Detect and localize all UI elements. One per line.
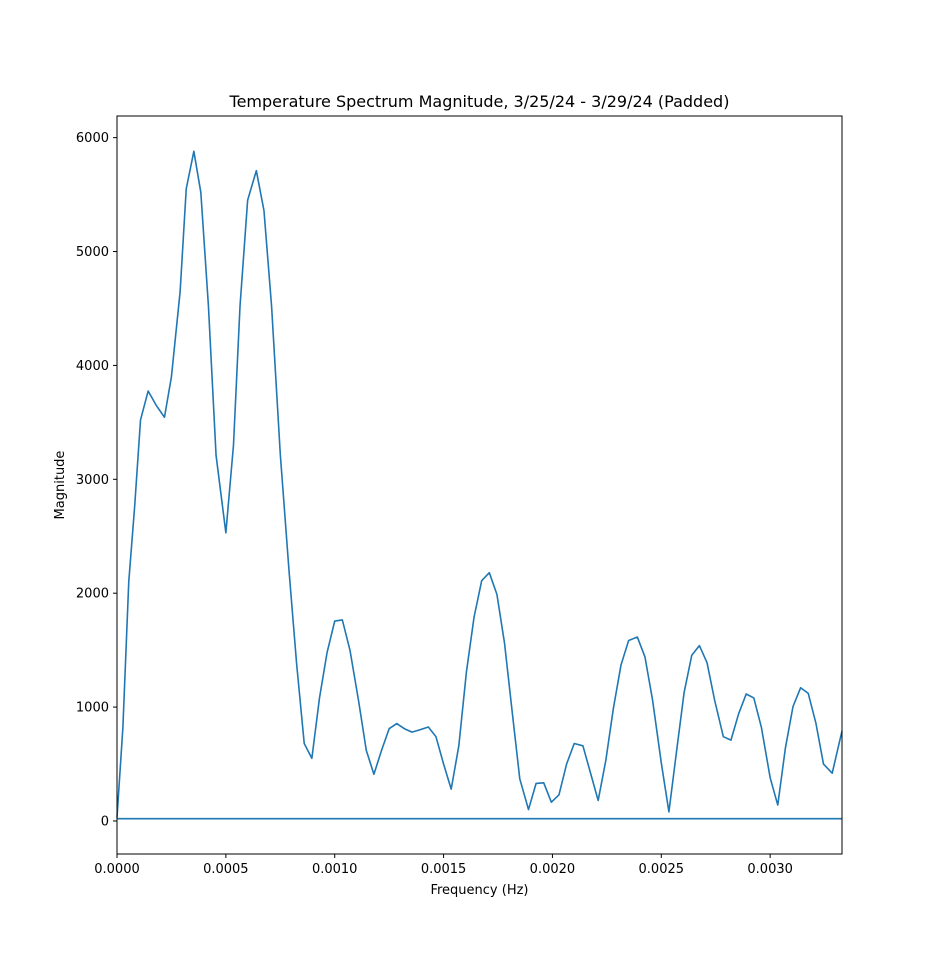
y-tick-label: 3000 [76,473,109,488]
y-tick-label: 2000 [76,587,109,602]
x-axis-label: Frequency (Hz) [430,883,528,898]
y-axis-label: Magnitude [53,451,68,520]
x-tick-label: 0.0020 [530,862,576,877]
x-tick-label: 0.0025 [639,862,685,877]
y-tick-label: 5000 [76,245,109,260]
x-tick-label: 0.0030 [747,862,793,877]
y-axis: 0 1000 2000 3000 4000 5000 6000 [76,131,117,829]
plot-frame [116,115,843,855]
x-tick-label: 0.0010 [312,862,358,877]
spectrum-line [116,150,843,818]
x-axis: 0.0000 0.0005 0.0010 0.0015 0.0020 0.0025 0.00… [94,854,793,877]
x-tick-label: 0.0000 [94,862,140,877]
chart-title: Temperature Spectrum Magnitude, 3/25/24 … [229,92,730,111]
y-tick-label: 0 [101,814,109,829]
x-tick-label: 0.0015 [421,862,467,877]
y-tick-label: 6000 [76,131,109,146]
y-tick-label: 4000 [76,359,109,374]
plot-area [116,115,843,855]
y-tick-label: 1000 [76,701,109,716]
x-tick-label: 0.0005 [203,862,249,877]
